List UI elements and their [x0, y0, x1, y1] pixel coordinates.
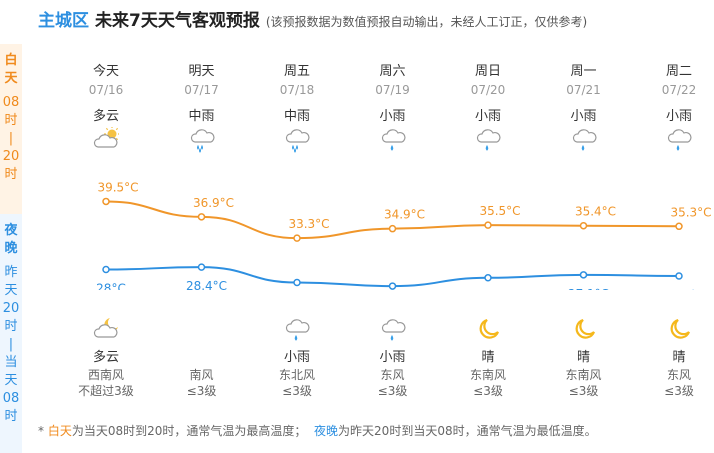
wind-direction: 东南风 [544, 367, 624, 383]
high-temp-point[interactable] [485, 222, 491, 228]
night-weather-cell: 小雨 [257, 314, 337, 365]
partly-cloudy-night-icon [93, 317, 119, 343]
moon-icon [475, 317, 501, 343]
low-temp-point[interactable] [103, 266, 109, 272]
low-temp-label: 28°C [96, 281, 126, 290]
low-temp-label: 28.4°C [186, 279, 227, 290]
temperature-chart: 39.5°C 36.9°C 33.3°C 34.9°C 35.5°C 35.4°C 35.3… [0, 0, 714, 290]
light-rain-icon [380, 317, 406, 343]
moon-icon [571, 317, 597, 343]
night-weather: 小雨 [353, 346, 433, 365]
wind-level: ≤3级 [544, 383, 624, 399]
light-rain-icon [284, 317, 310, 343]
night-weather-cell: 多云 [66, 314, 146, 365]
night-weather: 晴 [448, 346, 528, 365]
wind-direction: 西南风 [66, 367, 146, 383]
night-weather: 小雨 [257, 346, 337, 365]
high-temp-point[interactable] [199, 214, 205, 220]
footer-day-desc: 为当天08时到20时，通常气温为最高温度； [72, 424, 307, 438]
night-weather-cell: 晴 [544, 314, 624, 365]
high-temp-point[interactable] [294, 235, 300, 241]
wind-info: 东南风≤3级 [544, 367, 624, 399]
high-temp-label: 39.5°C [97, 180, 138, 194]
low-temp-point[interactable] [581, 272, 587, 278]
wind-direction: 东北风 [257, 367, 337, 383]
high-temp-point[interactable] [581, 223, 587, 229]
night-weather-cell: 晴 [448, 314, 528, 365]
wind-level: ≤3级 [353, 383, 433, 399]
night-weather: 晴 [639, 346, 714, 365]
low-temp-label: 26.9°C [663, 288, 704, 290]
high-temp-point[interactable] [390, 226, 396, 232]
high-temp-label: 35.3°C [670, 205, 711, 219]
wind-level: 不超过3级 [66, 383, 146, 399]
high-temp-label: 36.9°C [193, 196, 234, 210]
low-temp-point[interactable] [485, 275, 491, 281]
night-weather-cell: 小雨 [353, 314, 433, 365]
wind-direction: 南风 [162, 367, 242, 383]
low-temp-point[interactable] [390, 283, 396, 289]
wind-info: 东南风≤3级 [448, 367, 528, 399]
high-temp-point[interactable] [676, 223, 682, 229]
night-weather: 多云 [66, 346, 146, 365]
wind-info: 南风≤3级 [162, 367, 242, 399]
wind-direction: 东南风 [448, 367, 528, 383]
low-temp-point[interactable] [294, 280, 300, 286]
footer-day-term: 白天 [48, 424, 72, 438]
low-temp-point[interactable] [676, 273, 682, 279]
night-weather-cell: 晴 [639, 314, 714, 365]
wind-level: ≤3级 [162, 383, 242, 399]
moon-icon [666, 317, 692, 343]
night-weather: 晴 [544, 346, 624, 365]
high-temp-label: 34.9°C [384, 208, 425, 222]
footer-note: * 白天为当天08时到20时，通常气温为最高温度； 夜晚为昨天20时到当天08时… [38, 422, 597, 439]
wind-level: ≤3级 [448, 383, 528, 399]
low-temp-point[interactable] [199, 264, 205, 270]
wind-info: 东风≤3级 [639, 367, 714, 399]
footer-night-term: 夜晚 [314, 424, 338, 438]
wind-level: ≤3级 [639, 383, 714, 399]
wind-direction: 东风 [353, 367, 433, 383]
wind-direction: 东风 [639, 367, 714, 383]
wind-info: 东风≤3级 [353, 367, 433, 399]
wind-level: ≤3级 [257, 383, 337, 399]
high-temp-label: 35.5°C [479, 204, 520, 218]
footer-night-desc: 为昨天20时到当天08时，通常气温为最低温度。 [338, 424, 597, 438]
low-temp-label: 27.1°C [568, 287, 609, 290]
wind-info: 东北风≤3级 [257, 367, 337, 399]
high-temp-point[interactable] [103, 198, 109, 204]
high-temp-label: 35.4°C [575, 205, 616, 219]
wind-info: 西南风不超过3级 [66, 367, 146, 399]
high-temp-label: 33.3°C [288, 217, 329, 231]
